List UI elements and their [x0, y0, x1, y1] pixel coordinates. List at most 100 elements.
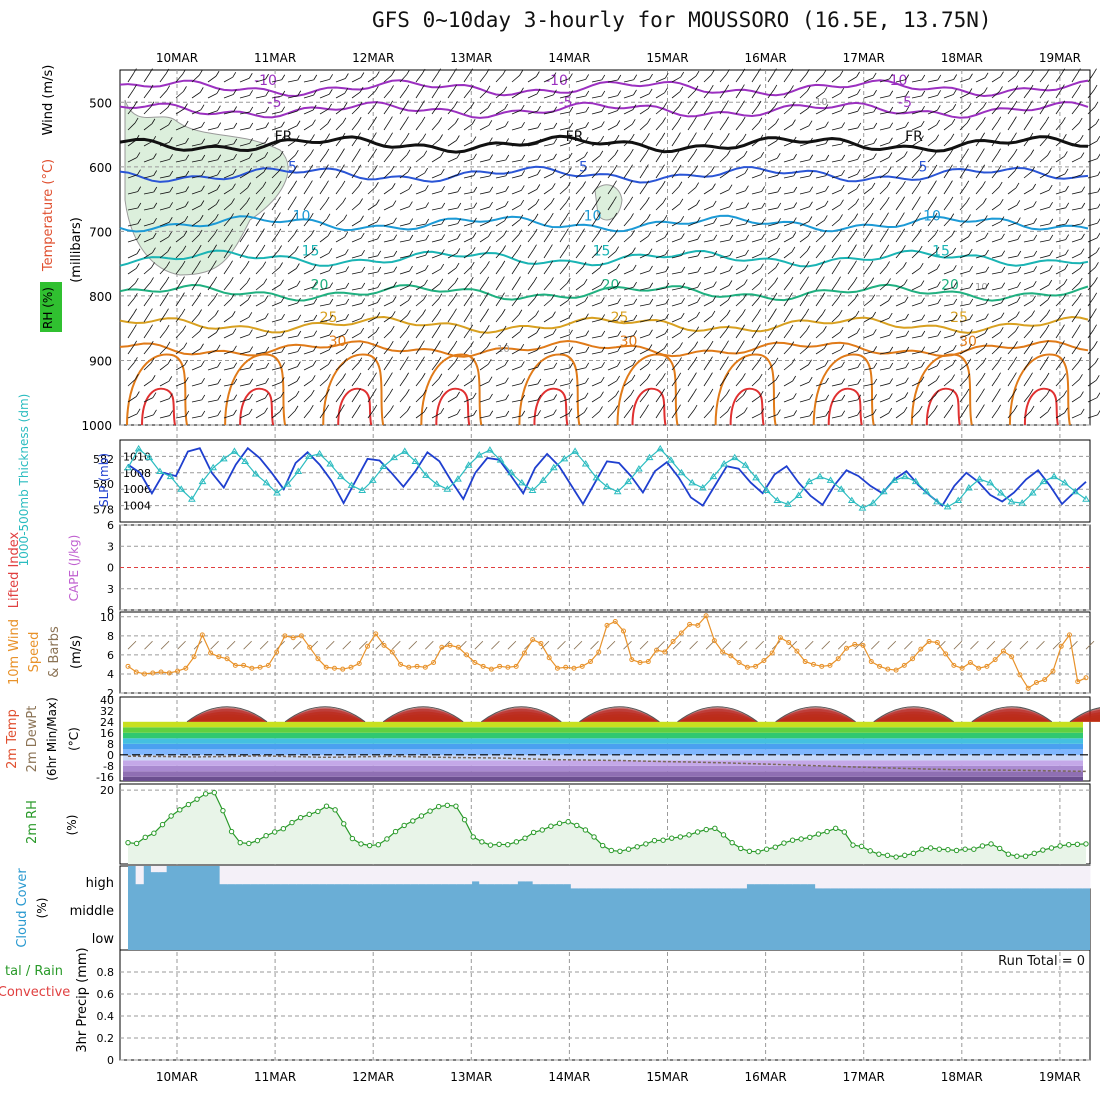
wind-barb-flag	[998, 341, 1003, 348]
wind-barb-flag	[983, 87, 988, 93]
wind10m-point	[670, 639, 676, 645]
wind-barb	[735, 89, 742, 99]
wind-barb	[127, 191, 138, 195]
date-label-bottom: 17MAR	[843, 1070, 885, 1084]
wind-barb	[751, 329, 758, 339]
wind-barb	[191, 219, 201, 227]
wind-barb	[239, 299, 249, 307]
wind-barb	[351, 186, 359, 195]
wind10m-point	[802, 659, 808, 665]
wind-barb-flag	[520, 199, 525, 206]
wind-barb	[271, 382, 282, 387]
wind-barb-flag	[517, 260, 521, 266]
wind-barb	[143, 267, 152, 275]
wind-barb	[943, 379, 952, 387]
wind-barb	[447, 267, 457, 275]
wind-barb-flag	[569, 346, 574, 352]
wind-barb	[207, 75, 217, 83]
wind-barb	[319, 334, 330, 339]
wind10m-point	[166, 670, 172, 676]
wind-barb-flag	[854, 293, 859, 300]
wind-barb	[399, 121, 406, 131]
precip-tick: 0.4	[97, 1010, 115, 1023]
wind-barb	[159, 329, 167, 339]
date-label-bottom: 10MAR	[156, 1070, 198, 1084]
wind-barb	[911, 140, 921, 147]
wind-barb-flag	[453, 308, 457, 314]
wind-barb	[335, 253, 346, 259]
wind-barb-flag	[137, 169, 141, 175]
wind-barb	[143, 297, 151, 307]
rh2m-point	[677, 834, 684, 840]
axis-label-rh: RH (%)	[41, 287, 55, 329]
wind-barb	[239, 265, 247, 275]
wind-barb	[815, 126, 826, 131]
wind-barb-flag	[325, 180, 329, 186]
wind-barb-flag	[919, 391, 924, 397]
wind-barb	[319, 270, 330, 275]
wind-barb	[1023, 171, 1033, 179]
wind-barb	[831, 314, 840, 323]
wind-barb-flag	[489, 186, 494, 193]
wind-barb	[767, 414, 778, 419]
wind-barb-flag	[869, 228, 873, 234]
thickness-point	[1050, 472, 1058, 480]
rh2m-point	[910, 850, 917, 857]
wind-barb	[351, 303, 362, 307]
axis-label-cloud-unit: (%)	[35, 898, 49, 919]
wind-barb	[623, 269, 634, 275]
rh2m-point	[142, 834, 148, 841]
cloud-bar-gap	[769, 866, 778, 885]
wind10m-point	[794, 648, 800, 654]
wind-barb-flag	[773, 68, 777, 74]
wind-barb	[431, 361, 439, 371]
cloud-tick: middle	[70, 904, 114, 919]
wind-barb-flag	[664, 232, 669, 238]
rh2m-point	[297, 814, 304, 821]
wind-barb	[431, 156, 441, 163]
isotherm-label: 10	[584, 209, 602, 225]
wind-barb	[655, 137, 663, 147]
wind-barb	[719, 314, 728, 323]
precip-tick: 0.8	[97, 966, 115, 979]
wind-barb-flag	[549, 244, 553, 250]
wind-barb	[639, 363, 649, 371]
wind-barb	[735, 314, 743, 323]
wind-barb-flag	[665, 266, 670, 272]
panel-frame-precip	[119, 949, 1091, 1061]
wind-barb	[975, 137, 982, 147]
rh2m-point	[979, 843, 986, 849]
date-label-bottom: 19MAR	[1039, 1070, 1081, 1084]
wind-barb	[735, 121, 743, 131]
rh2m-point	[392, 828, 399, 835]
wind-barb	[927, 286, 938, 291]
rh2m-point	[1040, 847, 1046, 853]
wind-barb-flag	[856, 89, 861, 95]
wind-barb-flag	[808, 120, 813, 126]
wind-barb	[719, 172, 729, 179]
wind-barb-flag	[1013, 116, 1017, 122]
temp-tick: 32	[100, 705, 114, 718]
wind-barb-flag	[901, 228, 906, 234]
wind-barb	[559, 383, 570, 387]
wind-barb-flag	[712, 183, 716, 189]
wind-barb	[175, 415, 186, 419]
wind-barb	[207, 110, 218, 115]
date-label-top: 19MAR	[1039, 51, 1081, 65]
wind-barb	[687, 377, 694, 387]
wind-barb-flag	[998, 181, 1003, 188]
wind-barb	[511, 204, 521, 211]
wind-barb-flag	[297, 361, 301, 367]
wind-barb	[1007, 271, 1018, 275]
wind-barb	[351, 77, 362, 83]
wind-barb-flag	[312, 360, 317, 366]
wind-barb-flag	[342, 373, 346, 379]
wind-barb	[239, 202, 248, 211]
wind-barb	[751, 345, 758, 355]
wind-barb	[575, 367, 586, 371]
wind-barb-flag	[264, 295, 269, 302]
wind-barb	[559, 249, 566, 259]
wind-barb	[607, 285, 618, 291]
surface-wind-barb	[226, 640, 236, 650]
wind-barb-flag	[871, 294, 876, 300]
